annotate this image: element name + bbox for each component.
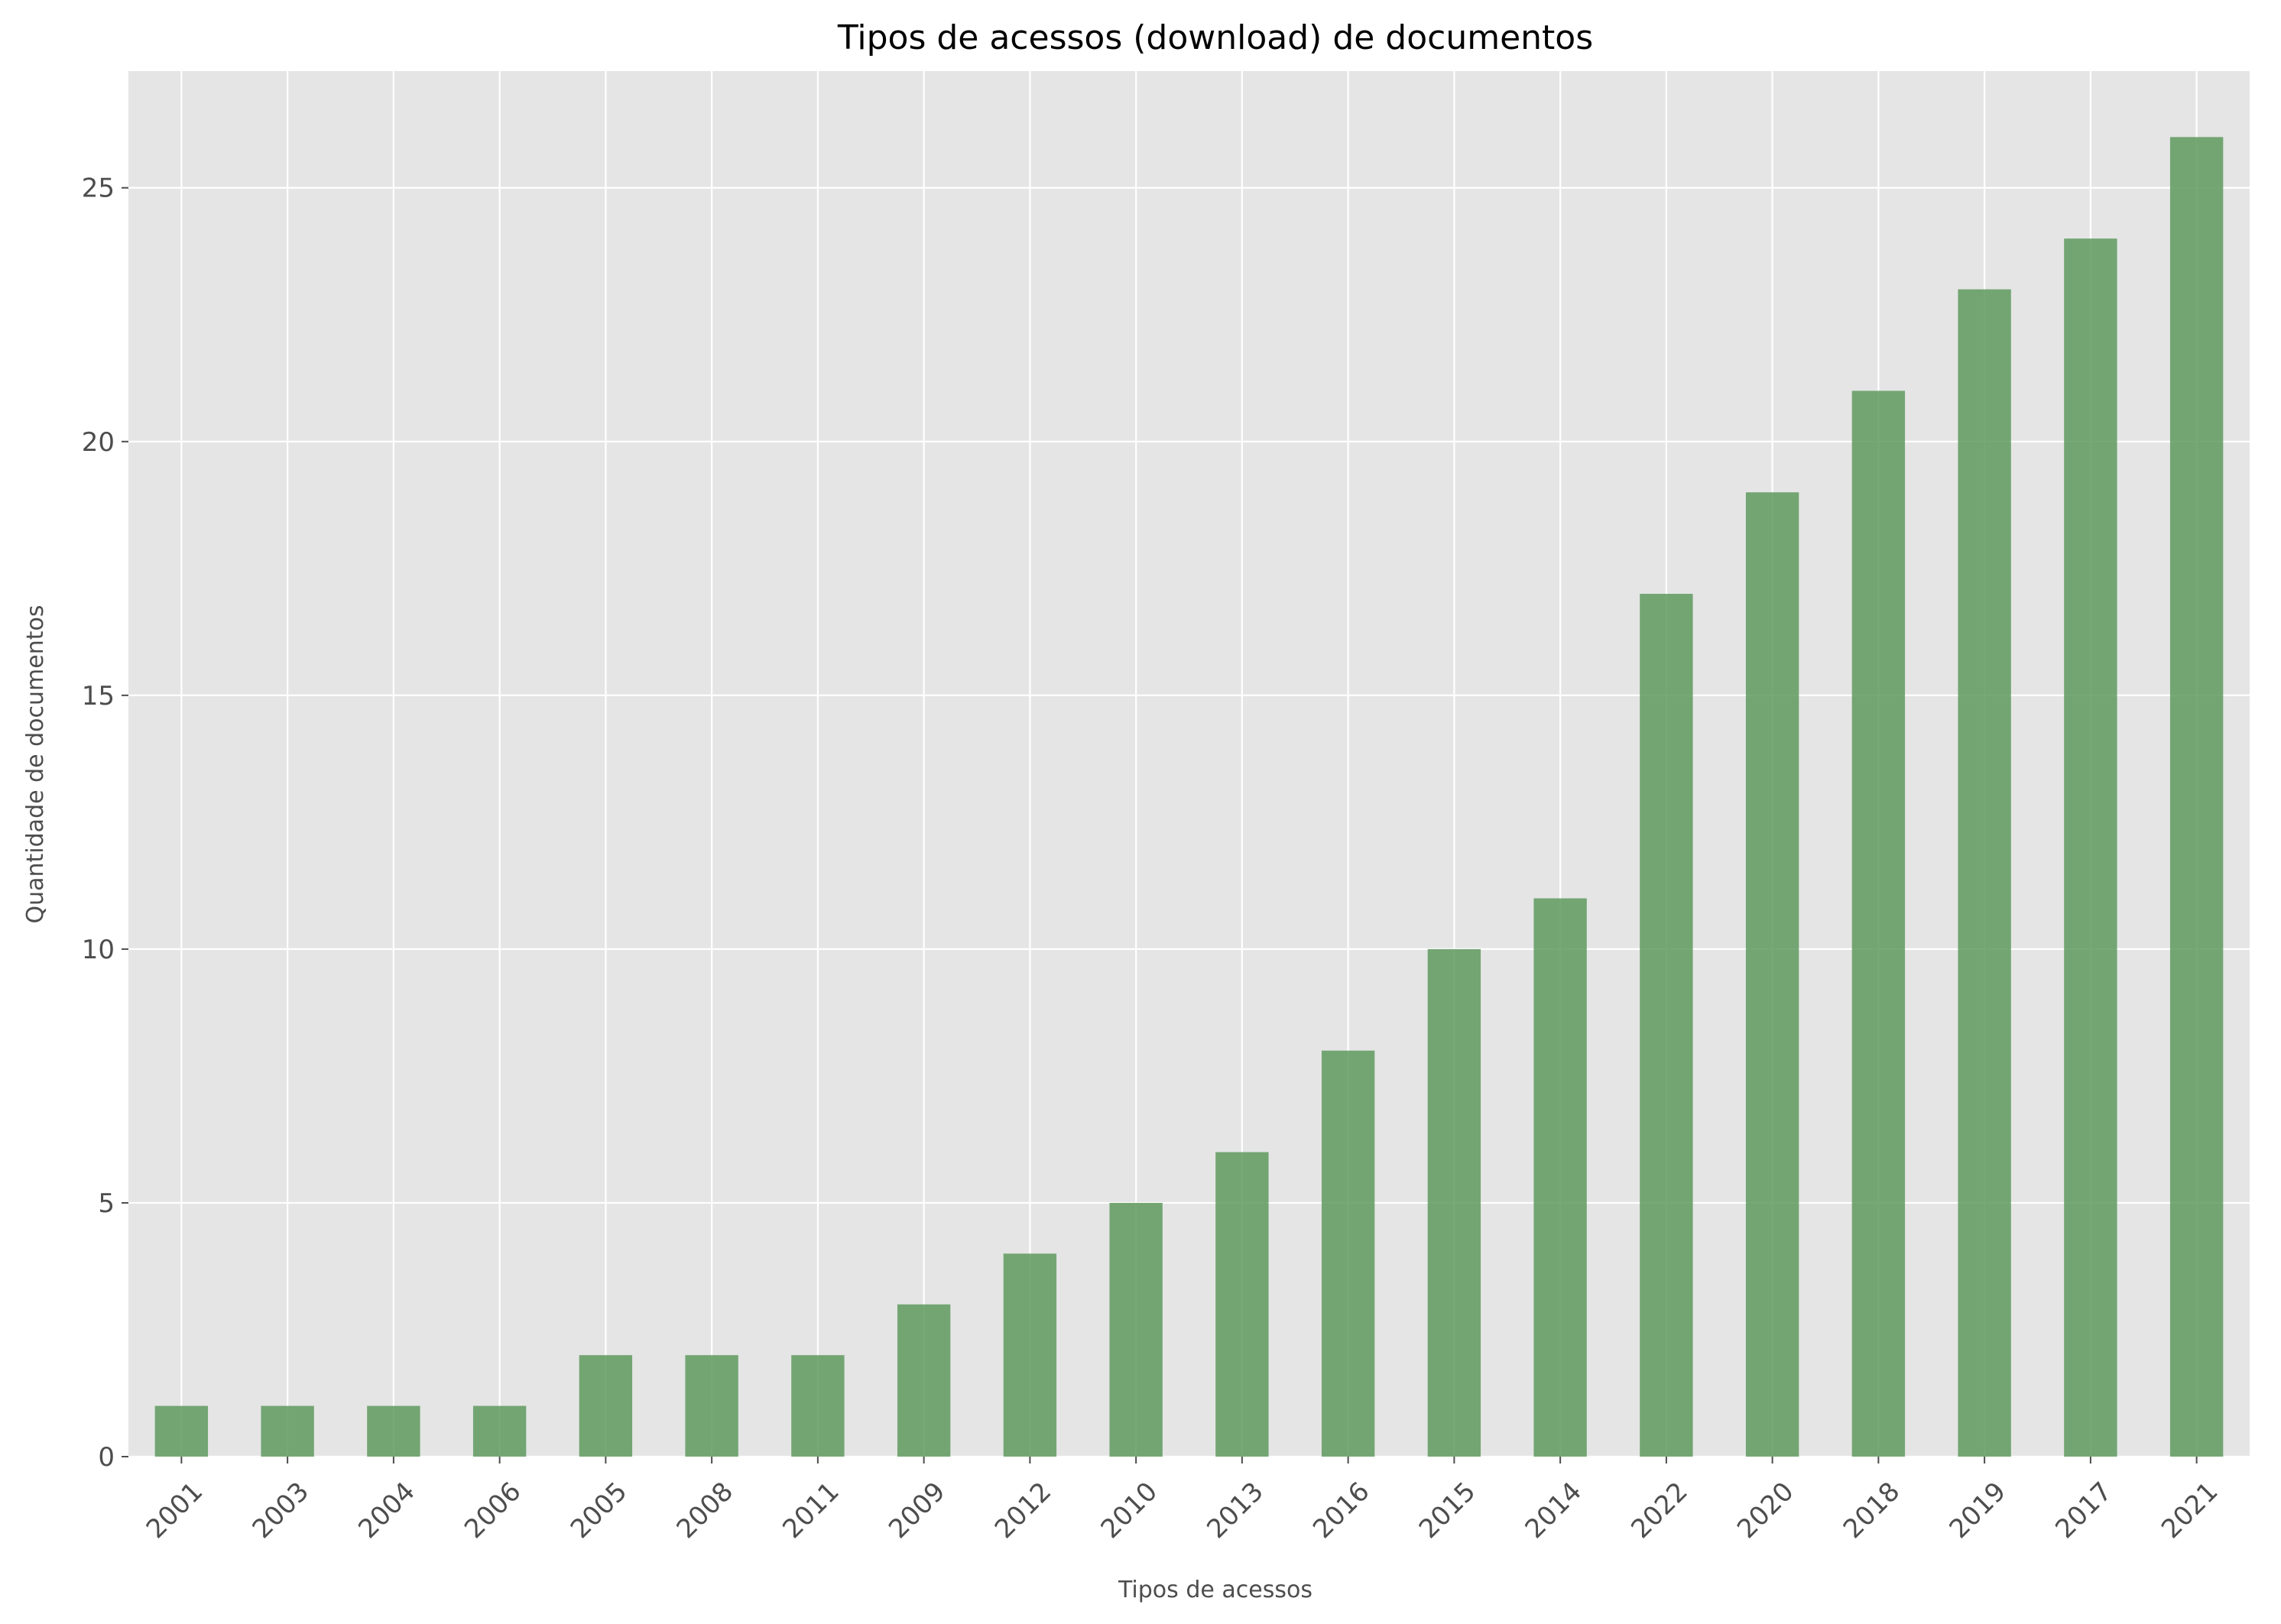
x-tick-label: 2004 bbox=[352, 1477, 420, 1545]
x-tick-label: 2018 bbox=[1838, 1477, 1906, 1545]
bar-2022 bbox=[1640, 594, 1693, 1457]
bar-2011 bbox=[791, 1355, 845, 1457]
bar-2009 bbox=[897, 1304, 951, 1457]
bar-2006 bbox=[472, 1405, 527, 1457]
y-tick-label: 10 bbox=[82, 935, 115, 965]
x-tick-label: 2001 bbox=[141, 1477, 209, 1545]
x-tick-label: 2010 bbox=[1095, 1477, 1163, 1545]
chart-title: Tipos de acessos (download) de documento… bbox=[837, 18, 1593, 57]
x-tick-label: 2017 bbox=[2049, 1477, 2117, 1545]
bar-2020 bbox=[1745, 492, 1799, 1457]
y-axis-label: Quantidade de documentos bbox=[22, 605, 49, 924]
bar-2018 bbox=[1851, 391, 1906, 1457]
bar-2001 bbox=[154, 1405, 209, 1457]
bar-2015 bbox=[1427, 948, 1481, 1457]
y-tick-label: 20 bbox=[82, 427, 115, 458]
x-tick-label: 2006 bbox=[459, 1477, 527, 1545]
bar-2004 bbox=[367, 1405, 420, 1457]
bar-2016 bbox=[1321, 1050, 1375, 1457]
x-tick-label: 2014 bbox=[1520, 1477, 1588, 1545]
plot-background bbox=[128, 71, 2250, 1457]
x-tick-label: 2019 bbox=[1944, 1477, 2012, 1545]
bar-2010 bbox=[1109, 1202, 1163, 1457]
x-tick-label: 2009 bbox=[883, 1477, 951, 1545]
x-tick-label: 2021 bbox=[2156, 1477, 2224, 1545]
y-tick-label: 15 bbox=[82, 681, 115, 712]
x-axis-label: Tipos de acessos bbox=[1118, 1577, 1312, 1603]
y-tick-label: 0 bbox=[98, 1442, 115, 1473]
bar-2013 bbox=[1215, 1152, 1269, 1457]
bar-2012 bbox=[1003, 1253, 1057, 1457]
y-tick-label: 25 bbox=[82, 173, 115, 204]
x-tick-label: 2015 bbox=[1413, 1477, 1481, 1545]
bar-2005 bbox=[579, 1355, 633, 1457]
bar-2008 bbox=[685, 1355, 738, 1457]
x-tick-label: 2012 bbox=[989, 1477, 1057, 1545]
x-tick-label: 2003 bbox=[247, 1477, 315, 1545]
x-tick-label: 2016 bbox=[1307, 1477, 1375, 1545]
x-tick-label: 2022 bbox=[1625, 1477, 1693, 1545]
bar-2021 bbox=[2169, 137, 2224, 1457]
x-tick-label: 2011 bbox=[777, 1477, 845, 1545]
bar-2019 bbox=[1958, 289, 2011, 1457]
x-tick-label: 2020 bbox=[1731, 1477, 1799, 1545]
x-tick-label: 2005 bbox=[565, 1477, 633, 1545]
y-tick-label: 5 bbox=[98, 1188, 115, 1219]
bar-2017 bbox=[2064, 238, 2117, 1457]
x-tick-label: 2008 bbox=[671, 1477, 739, 1545]
x-tick-label: 2013 bbox=[1201, 1477, 1269, 1545]
bar-2003 bbox=[261, 1405, 314, 1457]
bar-2014 bbox=[1533, 898, 1587, 1457]
bars bbox=[154, 137, 2224, 1457]
